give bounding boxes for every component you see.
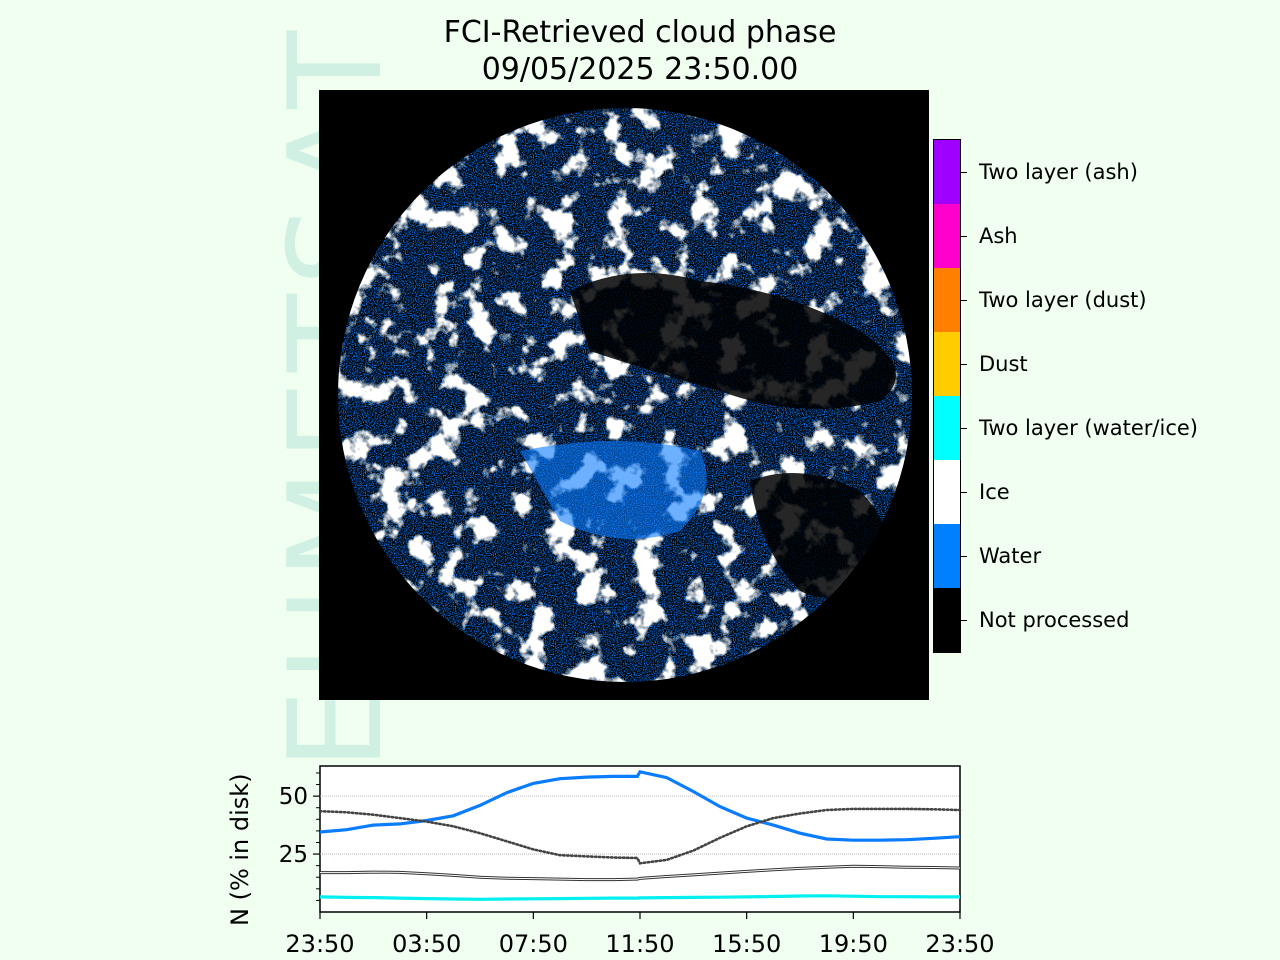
x-tick-label: 23:50 bbox=[285, 930, 354, 958]
legend-swatch-7 bbox=[934, 588, 960, 652]
x-tick-label: 03:50 bbox=[392, 930, 461, 958]
legend-swatch-6 bbox=[934, 524, 960, 588]
legend-label: Two layer (ash) bbox=[979, 160, 1138, 184]
x-tick-label: 07:50 bbox=[499, 930, 568, 958]
series-line-2-inner bbox=[320, 865, 961, 881]
legend-label: Two layer (water/ice) bbox=[979, 416, 1199, 440]
x-tick-label: 23:50 bbox=[925, 930, 994, 958]
legend-label: Two layer (dust) bbox=[979, 288, 1147, 312]
x-tick-label: 19:50 bbox=[819, 930, 888, 958]
legend-tick bbox=[961, 236, 967, 237]
legend-swatch-4 bbox=[934, 396, 960, 460]
legend-swatch-2 bbox=[934, 268, 960, 332]
y-tick-label: 25 bbox=[279, 842, 308, 868]
series-line-0 bbox=[319, 769, 961, 842]
legend-tick bbox=[961, 556, 967, 557]
legend-swatch-1 bbox=[934, 204, 960, 268]
legend-swatch-3 bbox=[934, 332, 960, 396]
x-tick-label: 15:50 bbox=[712, 930, 781, 958]
legend-tick bbox=[961, 300, 967, 301]
legend-tick bbox=[961, 620, 967, 621]
series-line-1 bbox=[318, 807, 962, 865]
legend-tick bbox=[961, 364, 967, 365]
legend-colorbar bbox=[933, 139, 961, 653]
y-tick-label: 50 bbox=[279, 784, 308, 810]
legend-tick bbox=[961, 172, 967, 173]
legend-label: Ice bbox=[979, 480, 1010, 504]
legend-label: Ash bbox=[979, 224, 1018, 248]
legend-swatch-0 bbox=[934, 140, 960, 204]
cloud-phase-map bbox=[319, 90, 929, 700]
chart-title: FCI-Retrieved cloud phase bbox=[443, 15, 837, 50]
legend-tick bbox=[961, 428, 967, 429]
series-line-3 bbox=[319, 894, 960, 901]
x-tick-label: 11:50 bbox=[605, 930, 674, 958]
legend-swatch-5 bbox=[934, 460, 960, 524]
y-axis-label: N (% in disk) bbox=[226, 773, 254, 926]
chart-timestamp: 09/05/2025 23:50.00 bbox=[481, 52, 799, 87]
legend-tick bbox=[961, 492, 967, 493]
earth-disk-image bbox=[338, 108, 912, 682]
legend-label: Water bbox=[979, 544, 1042, 568]
legend-label: Not processed bbox=[979, 608, 1130, 632]
legend-label: Dust bbox=[979, 352, 1028, 376]
